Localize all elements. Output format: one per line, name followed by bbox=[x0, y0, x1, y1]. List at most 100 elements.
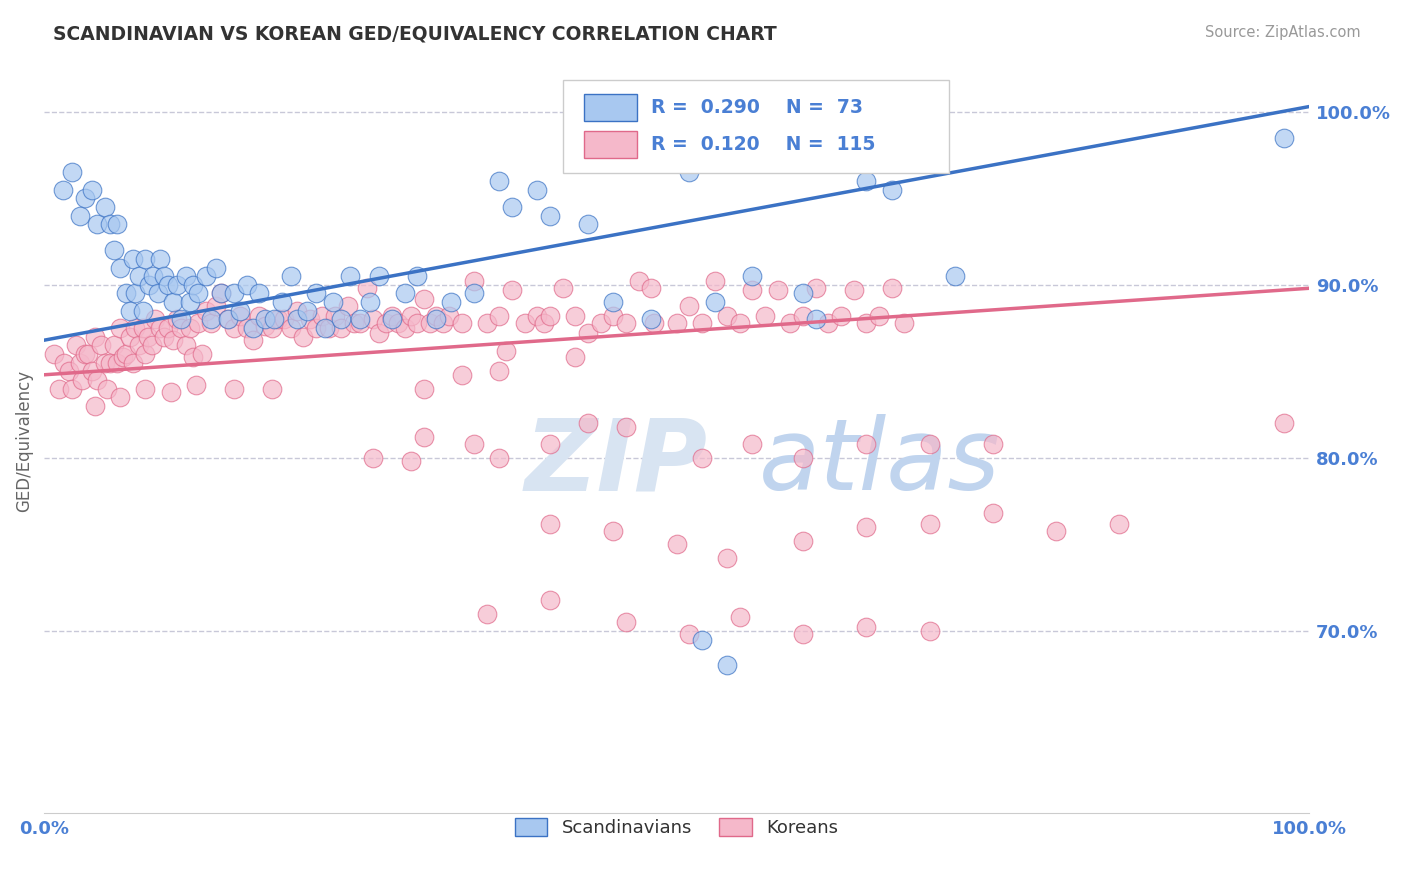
Point bbox=[157, 277, 180, 292]
Point bbox=[412, 430, 434, 444]
Point bbox=[330, 312, 353, 326]
Point bbox=[69, 209, 91, 223]
Legend: Scandinavians, Koreans: Scandinavians, Koreans bbox=[508, 811, 845, 845]
Point bbox=[728, 316, 751, 330]
Point bbox=[918, 624, 941, 638]
Point bbox=[273, 312, 295, 326]
Text: atlas: atlas bbox=[759, 415, 1001, 511]
Point bbox=[678, 165, 700, 179]
Point bbox=[267, 312, 290, 326]
Point bbox=[602, 309, 624, 323]
Point bbox=[716, 309, 738, 323]
Point bbox=[678, 627, 700, 641]
Point bbox=[242, 321, 264, 335]
Point bbox=[779, 316, 801, 330]
Point bbox=[678, 299, 700, 313]
Point bbox=[463, 437, 485, 451]
Point bbox=[356, 281, 378, 295]
Point bbox=[589, 316, 612, 330]
Point bbox=[437, 309, 460, 323]
Point bbox=[855, 520, 877, 534]
Point bbox=[804, 312, 827, 326]
Point bbox=[134, 382, 156, 396]
Point bbox=[149, 252, 172, 266]
Point bbox=[394, 321, 416, 335]
Point bbox=[217, 312, 239, 326]
Point bbox=[564, 309, 586, 323]
Point bbox=[412, 292, 434, 306]
Point bbox=[146, 286, 169, 301]
Point bbox=[576, 326, 599, 341]
Point bbox=[754, 309, 776, 323]
Point bbox=[855, 437, 877, 451]
Point bbox=[183, 277, 205, 292]
Point bbox=[640, 312, 662, 326]
Point bbox=[60, 165, 83, 179]
Point bbox=[195, 269, 218, 284]
Point bbox=[103, 338, 125, 352]
Point bbox=[48, 382, 70, 396]
Point bbox=[399, 309, 422, 323]
Point bbox=[149, 321, 172, 335]
Point bbox=[124, 321, 146, 335]
Point bbox=[174, 269, 197, 284]
Point bbox=[690, 316, 713, 330]
Point bbox=[463, 286, 485, 301]
Bar bbox=[585, 94, 637, 120]
Point bbox=[855, 316, 877, 330]
Point bbox=[120, 329, 142, 343]
Point bbox=[741, 283, 763, 297]
Point bbox=[450, 316, 472, 330]
Y-axis label: GED/Equivalency: GED/Equivalency bbox=[15, 369, 32, 512]
Point bbox=[419, 316, 441, 330]
Point bbox=[90, 338, 112, 352]
Point bbox=[60, 382, 83, 396]
Point bbox=[359, 295, 381, 310]
Point bbox=[343, 316, 366, 330]
Point bbox=[162, 333, 184, 347]
Point bbox=[381, 312, 404, 326]
Text: SCANDINAVIAN VS KOREAN GED/EQUIVALENCY CORRELATION CHART: SCANDINAVIAN VS KOREAN GED/EQUIVALENCY C… bbox=[53, 25, 778, 44]
Point bbox=[222, 382, 245, 396]
Point bbox=[602, 295, 624, 310]
Point bbox=[368, 269, 391, 284]
Point bbox=[83, 329, 105, 343]
Point bbox=[533, 316, 555, 330]
Point bbox=[159, 385, 181, 400]
Point bbox=[463, 274, 485, 288]
Point bbox=[361, 450, 384, 465]
Point bbox=[981, 437, 1004, 451]
Point bbox=[703, 295, 725, 310]
Point bbox=[576, 217, 599, 231]
Point bbox=[336, 299, 359, 313]
Point bbox=[86, 217, 108, 231]
Point bbox=[200, 316, 222, 330]
Point bbox=[53, 356, 76, 370]
Point bbox=[69, 356, 91, 370]
Point bbox=[86, 373, 108, 387]
Point bbox=[73, 347, 96, 361]
Point bbox=[141, 338, 163, 352]
Point bbox=[564, 351, 586, 365]
Point bbox=[475, 316, 498, 330]
Point bbox=[792, 533, 814, 548]
Point bbox=[381, 309, 404, 323]
Point bbox=[576, 416, 599, 430]
Text: R =  0.120    N =  115: R = 0.120 N = 115 bbox=[651, 135, 876, 154]
Point bbox=[170, 312, 193, 326]
Point bbox=[170, 321, 193, 335]
Point bbox=[73, 191, 96, 205]
Point bbox=[134, 347, 156, 361]
Point bbox=[440, 295, 463, 310]
Point bbox=[792, 286, 814, 301]
Point bbox=[235, 277, 257, 292]
Point bbox=[690, 450, 713, 465]
Point bbox=[488, 364, 510, 378]
Point bbox=[842, 283, 865, 297]
Point bbox=[157, 321, 180, 335]
Point bbox=[108, 321, 131, 335]
Point bbox=[406, 269, 429, 284]
Point bbox=[65, 338, 87, 352]
Point bbox=[361, 312, 384, 326]
Point bbox=[108, 260, 131, 275]
